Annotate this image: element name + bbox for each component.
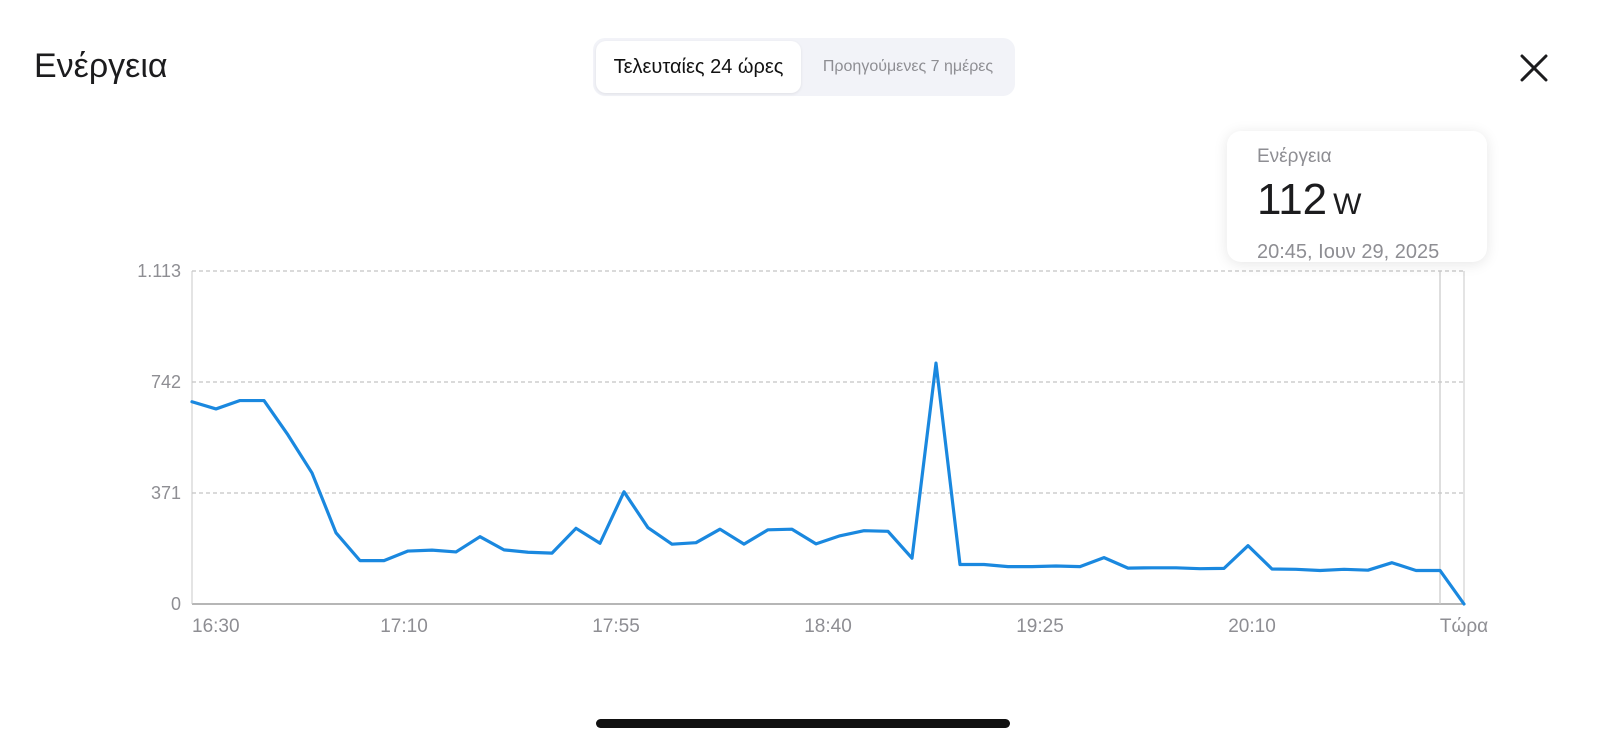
tooltip-date: 20:45, Ιουν 29, 2025 [1257,241,1440,263]
page-title: Ενέργεια [34,47,168,85]
period-segmented-control: Τελευταίες 24 ώρες Προηγούμενες 7 ημέρες [593,38,1015,96]
y-tick-label-1: 371 [151,483,181,503]
x-tick-label-3: 18:40 [804,616,852,637]
tab-previous-7-days[interactable]: Προηγούμενες 7 ημέρες [822,58,994,75]
tooltip-unit: W [1333,188,1362,221]
tooltip-value-row: 112 W [1257,175,1457,235]
power-series-line [190,361,1466,606]
x-tick-label-2: 17:55 [592,616,640,637]
x-tick-label-6: Τώρα [1440,616,1488,637]
close-icon [1520,54,1548,82]
home-indicator[interactable] [596,719,1010,728]
tab-last-24-hours[interactable]: Τελευταίες 24 ώρες [596,41,801,93]
y-tick-label-3: 1.113 [137,261,181,281]
x-tick-label-4: 19:25 [1016,616,1064,637]
tooltip-label: Ενέργεια [1257,146,1332,167]
close-button[interactable] [1514,48,1554,88]
y-tick-label-2: 742 [151,372,181,392]
x-tick-label-1: 17:10 [380,616,428,637]
x-tick-label-5: 20:10 [1228,616,1276,637]
y-tick-label-0: 0 [171,594,181,614]
x-tick-label-0: 16:30 [192,616,240,637]
value-tooltip: Ενέργεια 112 W 20:45, Ιουν 29, 2025 [1227,131,1487,263]
tooltip-value: 112 [1257,175,1328,224]
